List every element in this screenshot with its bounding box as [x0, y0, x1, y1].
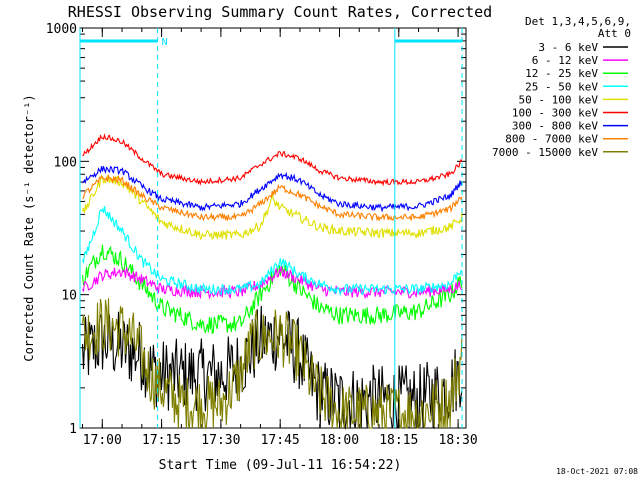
legend-label: 6 - 12 keV: [532, 54, 599, 67]
y-tick-label: 100: [54, 155, 77, 170]
footer-timestamp: 18-Oct-2021 07:08: [556, 467, 638, 476]
legend-label: 3 - 6 keV: [538, 41, 598, 54]
legend-header-line-1: Det 1,3,4,5,6,9,: [525, 15, 631, 28]
annotation-marker-label: N: [162, 37, 168, 48]
legend-label: 50 - 100 keV: [519, 93, 599, 106]
legend-label: 300 - 800 keV: [512, 120, 598, 133]
y-tick-label: 1: [69, 422, 77, 437]
series-line: [81, 206, 463, 297]
series-line: [81, 298, 463, 430]
x-tick-label: 17:00: [83, 433, 122, 448]
legend-label: 7000 - 15000 keV: [492, 146, 598, 159]
y-axis-label: Corrected Count Rate (s⁻¹ detector⁻¹): [22, 94, 36, 361]
series-line: [81, 265, 463, 300]
series-line: [82, 165, 463, 213]
series-line: [82, 173, 463, 222]
legend-header-line-2: Att 0: [598, 27, 631, 40]
chart-title: RHESSI Observing Summary Count Rates, Co…: [68, 3, 492, 21]
legend-label: 25 - 50 keV: [525, 80, 598, 93]
x-tick-label: 18:30: [439, 433, 478, 448]
plot-frame: [79, 27, 467, 429]
y-tick-label: 1000: [46, 22, 77, 37]
legend-label: 12 - 25 keV: [525, 67, 598, 80]
x-tick-label: 18:15: [379, 433, 418, 448]
x-tick-label: 17:15: [142, 433, 181, 448]
x-tick-label: 17:30: [201, 433, 240, 448]
y-tick-label: 10: [61, 289, 77, 304]
series-line: [81, 244, 463, 335]
plot-area: 1 10 100 1000 17:00 17:15 17:30 17:45 18:00 18:15…: [46, 22, 478, 448]
series-line: [81, 174, 463, 241]
legend-label: 100 - 300 keV: [512, 107, 598, 120]
legend-label: 800 - 7000 keV: [505, 133, 598, 146]
series-line: [81, 305, 463, 430]
x-tick-label: 18:00: [320, 433, 359, 448]
series-line: [82, 132, 463, 187]
x-tick-label: 17:45: [261, 433, 300, 448]
x-axis-label: Start Time (09-Jul-11 16:54:22): [159, 458, 402, 473]
